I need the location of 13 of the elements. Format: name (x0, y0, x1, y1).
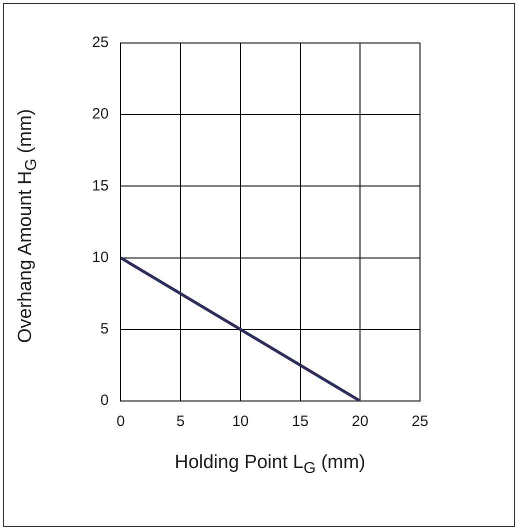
x-axis-title: Holding Point L$_{G}$ (mm) (174, 452, 366, 478)
y-tick-label: 0 (100, 392, 109, 410)
x-tick-label: 5 (176, 413, 185, 430)
x-tick-label: 20 (352, 413, 368, 430)
x-tick-label: 0 (116, 413, 125, 430)
x-tick-label: 15 (292, 413, 309, 430)
x-tick-label: 10 (232, 413, 249, 430)
y-tick-label: 15 (92, 177, 109, 194)
x-tick-label: 25 (412, 413, 428, 430)
y-tick-label: 10 (92, 248, 109, 266)
y-tick-label: 5 (100, 320, 109, 338)
y-tick-label: 20 (92, 106, 109, 123)
y-tick-label: 25 (92, 34, 109, 52)
